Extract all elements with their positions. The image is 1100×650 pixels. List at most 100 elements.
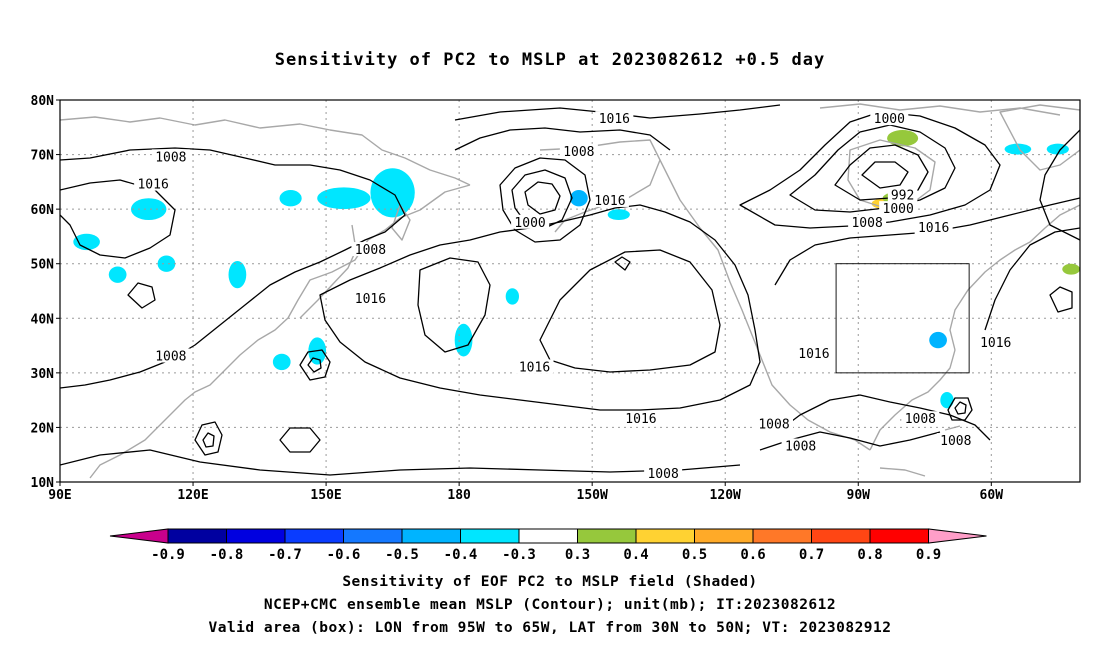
contour-label-bg-20 <box>936 433 975 448</box>
colorbar-label-2: -0.7 <box>268 547 302 563</box>
contour-label-bg-4 <box>134 176 173 191</box>
contour-label-15: 1016 <box>798 347 829 362</box>
colorbar-label-10: 0.6 <box>740 547 765 563</box>
coastline-asia-north <box>60 116 471 186</box>
contour-canada-low-core <box>861 161 909 189</box>
colorbar-swatch-5 <box>460 528 520 544</box>
axis-label-lon-120W: 120W <box>710 488 741 503</box>
colorbar-swatch-7 <box>577 528 637 544</box>
colorbar-swatch-8 <box>635 528 695 544</box>
contour-label-bg-21 <box>781 438 820 453</box>
contour-label-bg-10 <box>351 242 390 257</box>
axis-label-lon-120E: 120E <box>177 488 208 503</box>
contour-label-1: 1008 <box>155 150 186 165</box>
contour-label-13: 1008 <box>155 349 186 364</box>
shading-patch-11 <box>505 288 519 305</box>
shading-patch-5 <box>108 266 127 283</box>
axis-label-lon-150W: 150W <box>577 488 608 503</box>
coastline-arctic-islands <box>819 103 1061 116</box>
coastline-alaska <box>539 139 661 233</box>
contour-low-bering-3 <box>524 181 561 215</box>
colorbar-label-6: -0.3 <box>502 547 536 563</box>
contour-label-bg-8 <box>511 214 550 229</box>
contour-label-9: 1008 <box>851 216 882 231</box>
contour-1008-arctic <box>454 127 671 151</box>
shading-patch-14 <box>929 331 947 349</box>
contour-small-high-2 <box>127 282 156 309</box>
colorbar-label-12: 0.8 <box>857 547 882 563</box>
caption-valid-area: Valid area (box): LON from 95W to 65W, L… <box>208 620 892 636</box>
contour-1008-caribbean <box>779 394 991 441</box>
contour-1016-east-pacific-high <box>539 249 721 373</box>
contour-label-4: 1016 <box>137 178 168 193</box>
contour-label-17: 1016 <box>625 412 656 427</box>
contour-label-16: 1016 <box>980 336 1011 351</box>
contour-label-bg-0 <box>595 111 634 126</box>
contour-label-8: 1000 <box>514 216 545 231</box>
colorbar: -0.9 -0.8 -0.7 -0.6 -0.5 -0.4 -0.3 0.3 0.4 0.5 0.6… <box>109 528 987 563</box>
colorbar-label-5: -0.4 <box>444 547 478 563</box>
shading-patch-6 <box>157 255 176 272</box>
axis-label-lat-40N: 40N <box>31 312 55 327</box>
axis-label-lat-60N: 60N <box>31 203 55 218</box>
contour-atlantic-outer <box>1039 129 1080 241</box>
caption-contour: NCEP+CMC ensemble mean MSLP (Contour); u… <box>263 597 837 613</box>
contour-label-6: 1016 <box>594 194 625 209</box>
contour-label-bg-17 <box>621 411 660 426</box>
contour-label-bg-3 <box>870 111 909 126</box>
colorbar-high-arrow <box>928 528 987 544</box>
coastline-japan <box>299 224 357 319</box>
coastline-asia-east <box>89 184 471 479</box>
colorbar-label-4: -0.5 <box>385 547 419 563</box>
contour-label-0: 1016 <box>599 112 630 127</box>
colorbar-label-3: -0.6 <box>327 547 361 563</box>
contour-label-21: 1008 <box>785 440 816 455</box>
colorbar-low-arrow <box>109 528 169 544</box>
contour-1016-atlantic <box>984 227 1080 331</box>
shading-patch-7 <box>228 260 247 289</box>
shading-patch-4 <box>73 233 100 251</box>
coastline-hudson-bay <box>847 139 936 209</box>
contour-canada-low-inner <box>834 144 929 201</box>
contour-1016-pacific-high <box>319 204 761 411</box>
shading-patch-21 <box>1062 263 1080 275</box>
colorbar-label-11: 0.7 <box>799 547 824 563</box>
shading-patch-10 <box>454 323 473 357</box>
shading-patch-9 <box>272 353 291 371</box>
shading-patch-1 <box>317 187 371 210</box>
colorbar-swatch-6 <box>518 528 578 544</box>
shading-patch-0 <box>370 168 415 218</box>
contour-label-11: 1016 <box>918 221 949 236</box>
axis-label-lon-180: 180 <box>447 488 471 503</box>
contour-label-14: 1016 <box>519 360 550 375</box>
colorbar-label-9: 0.5 <box>682 547 707 563</box>
colorbar-swatch-9 <box>694 528 754 544</box>
contour-label-bg-5 <box>887 187 918 202</box>
colorbar-swatch-11 <box>811 528 871 544</box>
colorbar-swatch-12 <box>869 528 929 544</box>
contour-label-22: 1008 <box>647 467 678 482</box>
contour-label-bg-19 <box>901 411 940 426</box>
contour-label-bg-14 <box>515 359 554 374</box>
shading-patch-12 <box>570 190 588 207</box>
colorbar-swatch-0 <box>167 528 227 544</box>
axis-label-lat-10N: 10N <box>31 476 55 491</box>
contour-small-high-4 <box>614 256 631 271</box>
sensitivity-shading <box>73 130 1080 409</box>
shading-patch-2 <box>130 198 167 221</box>
coastline-north-america-west <box>659 159 871 451</box>
axis-label-lat-20N: 20N <box>31 421 55 436</box>
contour-label-bg-18 <box>755 416 793 431</box>
plot-frame <box>59 99 1081 483</box>
valid-area-box <box>835 263 970 374</box>
contour-label-2: 1008 <box>563 145 594 160</box>
contour-label-10: 1008 <box>355 243 386 258</box>
coastline-kamchatka <box>391 204 411 241</box>
colorbar-label-7: 0.3 <box>565 547 590 563</box>
axis-label-lon-60W: 60W <box>980 488 1004 503</box>
shading-patch-13 <box>607 209 630 221</box>
contour-1016-asia <box>60 179 176 259</box>
